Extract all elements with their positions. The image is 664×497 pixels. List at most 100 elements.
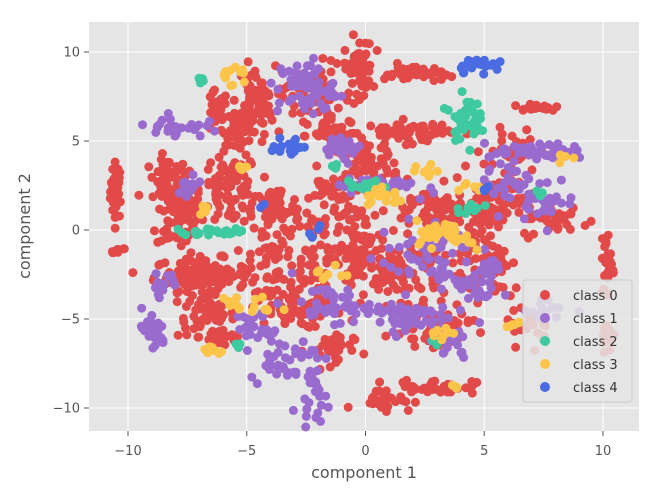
data-point bbox=[235, 303, 245, 313]
data-point bbox=[427, 201, 437, 211]
data-point bbox=[287, 94, 297, 104]
legend-marker bbox=[540, 359, 550, 369]
data-point bbox=[481, 61, 491, 71]
data-point bbox=[454, 185, 464, 195]
data-point bbox=[213, 174, 222, 184]
data-point bbox=[355, 77, 365, 87]
data-point bbox=[166, 193, 176, 203]
data-point bbox=[377, 308, 387, 318]
data-point bbox=[381, 331, 391, 341]
data-point bbox=[177, 200, 187, 210]
x-tick-label: 5 bbox=[480, 444, 488, 459]
data-point bbox=[159, 227, 168, 236]
data-point bbox=[302, 208, 312, 218]
data-point bbox=[436, 242, 446, 252]
data-point bbox=[235, 143, 245, 153]
data-point bbox=[173, 330, 183, 340]
data-point bbox=[108, 164, 118, 174]
data-point bbox=[603, 256, 613, 266]
data-point bbox=[330, 244, 340, 254]
data-point bbox=[428, 328, 438, 338]
series-class-2 bbox=[173, 73, 547, 353]
data-point bbox=[239, 77, 249, 87]
data-point bbox=[352, 250, 362, 260]
data-point bbox=[276, 64, 286, 74]
data-point bbox=[565, 224, 575, 234]
data-point bbox=[601, 237, 611, 247]
data-point bbox=[254, 247, 264, 257]
data-point bbox=[265, 359, 275, 369]
data-point bbox=[381, 196, 391, 206]
data-point bbox=[386, 262, 396, 272]
data-point bbox=[179, 317, 189, 327]
data-point bbox=[484, 166, 494, 176]
data-point bbox=[177, 228, 187, 238]
data-point bbox=[374, 399, 384, 409]
data-point bbox=[115, 197, 125, 207]
data-point bbox=[309, 53, 318, 63]
data-point bbox=[407, 334, 417, 344]
data-point bbox=[295, 349, 305, 359]
data-point bbox=[300, 131, 310, 141]
data-point bbox=[556, 175, 566, 185]
data-point bbox=[489, 189, 499, 199]
data-point bbox=[502, 148, 512, 158]
data-point bbox=[439, 103, 449, 113]
data-point bbox=[267, 290, 277, 300]
data-point bbox=[551, 192, 561, 202]
data-point bbox=[322, 254, 332, 264]
series-class-4 bbox=[256, 55, 505, 242]
data-point bbox=[377, 244, 387, 253]
data-point bbox=[486, 231, 495, 241]
data-point bbox=[330, 260, 340, 270]
data-point bbox=[347, 264, 357, 273]
data-point bbox=[538, 206, 548, 216]
data-point bbox=[210, 328, 220, 338]
legend-label: class 0 bbox=[573, 289, 618, 304]
data-point bbox=[474, 291, 484, 301]
data-point bbox=[337, 292, 347, 302]
data-point bbox=[238, 203, 248, 213]
data-point bbox=[366, 121, 376, 131]
data-point bbox=[333, 103, 343, 113]
data-point bbox=[493, 212, 503, 221]
data-point bbox=[272, 230, 282, 240]
data-point bbox=[387, 69, 397, 79]
data-point bbox=[148, 192, 158, 202]
data-point bbox=[280, 341, 290, 351]
data-point bbox=[482, 212, 492, 222]
data-point bbox=[204, 300, 213, 309]
data-point bbox=[366, 254, 376, 264]
x-tick-label: 0 bbox=[361, 444, 369, 459]
data-point bbox=[566, 193, 576, 203]
data-point bbox=[555, 158, 565, 168]
data-point bbox=[134, 190, 144, 200]
data-point bbox=[257, 232, 267, 242]
data-point bbox=[370, 210, 380, 220]
data-point bbox=[195, 131, 205, 141]
data-point bbox=[301, 411, 311, 421]
data-point bbox=[495, 159, 505, 169]
data-point bbox=[223, 134, 233, 144]
data-point bbox=[418, 121, 428, 131]
data-point bbox=[477, 277, 487, 287]
data-point bbox=[508, 200, 518, 210]
data-point bbox=[302, 119, 312, 129]
data-point bbox=[378, 278, 388, 288]
data-point bbox=[320, 119, 330, 129]
data-point bbox=[188, 170, 198, 180]
data-point bbox=[508, 166, 518, 176]
data-point bbox=[566, 208, 576, 218]
data-point bbox=[250, 191, 260, 201]
data-point bbox=[359, 156, 369, 166]
data-point bbox=[488, 59, 498, 69]
data-point bbox=[494, 222, 503, 232]
data-point bbox=[363, 200, 373, 210]
data-point bbox=[200, 262, 210, 272]
data-point bbox=[307, 216, 316, 226]
data-point bbox=[519, 214, 529, 224]
data-point bbox=[326, 67, 336, 77]
data-point bbox=[268, 275, 278, 285]
data-point bbox=[242, 268, 252, 278]
